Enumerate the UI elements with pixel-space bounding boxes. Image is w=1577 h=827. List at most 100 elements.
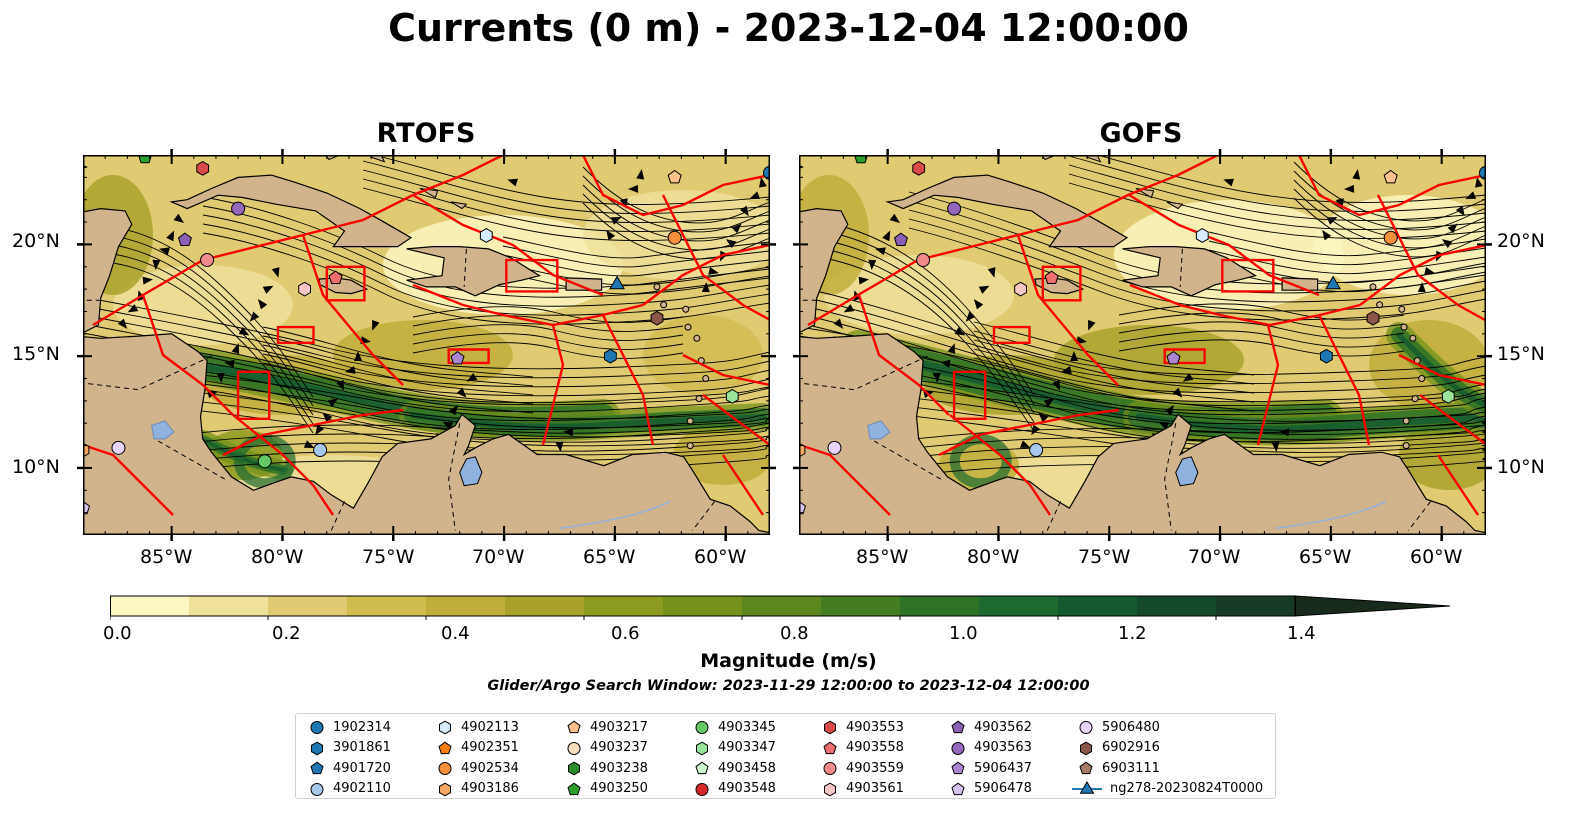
eez-line (1256, 324, 1280, 446)
streamline-arrow (947, 343, 956, 355)
streamline (1118, 330, 1405, 348)
colorbar (110, 595, 1451, 620)
streamline (83, 336, 770, 404)
streamline-arrow (152, 259, 161, 270)
legend-item: 4903345 (694, 717, 776, 737)
platform-marker-4902110 (313, 443, 328, 458)
streamline (1118, 312, 1405, 330)
legend-marker (823, 762, 837, 775)
eez-line (83, 443, 174, 516)
eez-box (505, 258, 559, 293)
circle-marker-icon (695, 782, 709, 796)
lesser-antilles-island (660, 301, 668, 309)
legend-item: 4903548 (694, 779, 776, 799)
platform-marker-4903345 (257, 454, 272, 469)
legend-item: 4903559 (822, 758, 904, 778)
streamline (973, 357, 1255, 412)
map-panel-gofs[interactable] (799, 155, 1486, 535)
streamline-arrow (1061, 366, 1072, 374)
legend-marker (951, 782, 965, 795)
streamline-arrow (610, 216, 622, 225)
legend-marker (438, 741, 452, 754)
legend-marker (567, 782, 581, 795)
lake-nicaragua (867, 420, 891, 440)
streamline-arrow (843, 304, 855, 313)
lon-tick-label: 70°W (1188, 546, 1241, 568)
lesser-antilles-island (1411, 395, 1419, 403)
streamline-arrow (142, 276, 153, 285)
streamline (1293, 179, 1486, 240)
country-border (83, 355, 212, 391)
streamline-arrow (159, 247, 170, 256)
eez-line (642, 243, 770, 306)
streamline (1118, 321, 1405, 339)
streamline (1208, 267, 1486, 293)
map-panel-rtofs[interactable] (83, 155, 770, 535)
streamline (582, 184, 770, 242)
streamline-arrow (1279, 428, 1290, 437)
platform-marker-3901861 (604, 348, 617, 364)
platform-marker-5906480 (827, 440, 842, 455)
eez-line (1016, 234, 1119, 386)
legend-item: 4902351 (437, 738, 519, 758)
streamline (112, 262, 314, 434)
streamline (83, 323, 770, 397)
lat-tick-label: 15°N (12, 343, 60, 365)
legend-label: 4901720 (333, 760, 391, 776)
streamline-arrow (555, 441, 564, 452)
streamline-arrow (1076, 336, 1087, 345)
circle-marker-icon (695, 721, 709, 734)
hexagon-marker-icon (696, 741, 708, 755)
platform-marker-4903553 (912, 161, 926, 176)
eez-box (992, 325, 1031, 345)
legend-label: 4903458 (718, 760, 776, 776)
legend-label: 5906480 (1102, 719, 1160, 735)
streamline-arrow (1088, 319, 1096, 331)
streamline (1068, 155, 1486, 212)
streamline-arrow (739, 205, 749, 217)
streamline-arrow (978, 285, 990, 294)
streamline (202, 214, 770, 307)
platform-marker-4903563 (231, 201, 246, 216)
lake-maracaibo (1175, 456, 1199, 487)
streamline (908, 209, 1486, 303)
legend-item: 4903217 (566, 717, 648, 737)
colorbar-tick-label: 0.8 (780, 623, 809, 644)
legend-label: 4903345 (718, 719, 776, 735)
streamline (799, 344, 1486, 425)
streamline (412, 306, 684, 323)
land (83, 155, 770, 535)
streamline-arrow (322, 412, 333, 423)
streamline-arrow (456, 387, 467, 398)
lesser-antilles-island (1376, 301, 1384, 309)
platform-marker-4903553 (196, 161, 210, 176)
platform-marker-4903250 (854, 155, 869, 164)
legend-marker (823, 741, 837, 754)
eez-line (1317, 314, 1371, 446)
country-border (1408, 501, 1431, 531)
legend-marker (695, 782, 709, 796)
streamline (582, 202, 770, 260)
legend-item: ng278-20230824T0000 (1072, 779, 1263, 799)
cuba (885, 174, 1129, 248)
lon-tick-label: 60°W (694, 546, 747, 568)
colorbar-tick-label: 0.0 (103, 623, 132, 644)
colorbar-extend-arrow (1294, 595, 1451, 617)
streamline (262, 335, 534, 387)
streamline-arrow (1441, 239, 1453, 249)
country-border (1164, 423, 1177, 531)
platform-marker-6902916 (1366, 310, 1380, 326)
legend-label: 4903553 (846, 719, 904, 735)
streamline-arrow (271, 267, 280, 278)
eez-line (722, 454, 764, 516)
streamline (823, 239, 1035, 414)
streamline-arrow (354, 351, 363, 362)
platform-marker-4903562 (893, 232, 908, 246)
streamline (1118, 303, 1405, 321)
bahamas-island (1166, 201, 1184, 210)
streamline (122, 366, 770, 420)
streamline-arrow (327, 398, 339, 408)
eez-line (938, 408, 1120, 457)
platform-marker-5906480 (111, 440, 126, 455)
eez-line (1419, 394, 1486, 446)
